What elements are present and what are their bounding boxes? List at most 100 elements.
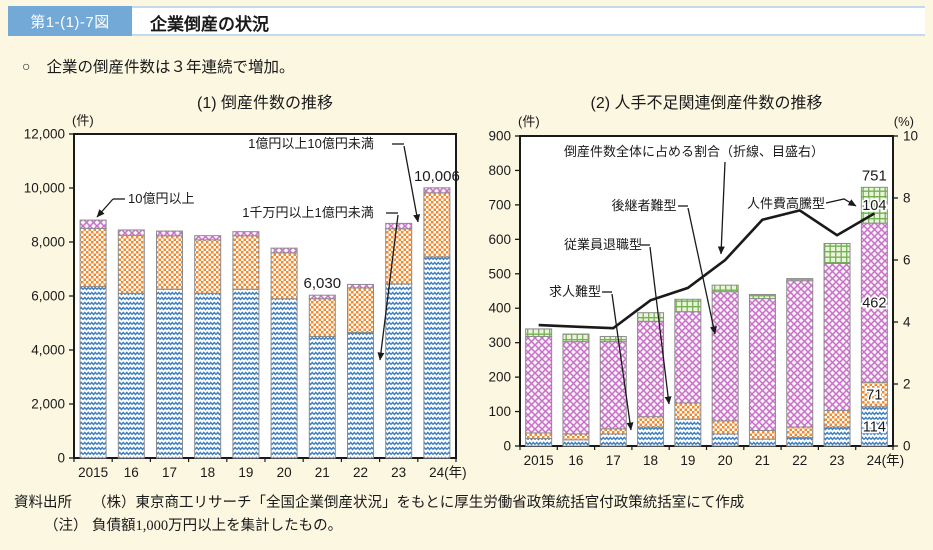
page-title: 企業倒産の状況 [150,15,269,34]
bar-segment [637,312,665,322]
bar-segment [270,252,298,300]
bar-segment [860,381,888,408]
bar-segment [711,291,739,422]
bar-value-label: 114 [863,419,886,435]
bar-segment [194,235,222,241]
annotation-kyujin: 求人難型 [549,284,601,299]
x-tick-label: 17 [162,465,177,480]
bar-segment [674,311,702,404]
x-tick-label: 21 [315,465,330,480]
bar-segment [117,234,145,294]
y-tick-label-left: 300 [488,335,511,350]
bar-segment [156,235,183,290]
x-tick-label: 20 [277,465,292,480]
bar-segment [385,283,413,459]
chart-labor-shortage-bankruptcy-trend: (2) 人手不足関連倒産件数の推移 (件) (%) 0 100 200 300 400 500 6… [472,86,929,491]
bar-segment [347,283,374,289]
bar-segment [748,430,776,440]
bar-segment [270,247,298,254]
bar-series [79,187,451,459]
bar-segment [637,320,665,418]
axis-unit-left: (件) [518,114,540,129]
annotation-arrow [96,198,114,218]
bar-segment [786,436,814,447]
y-tick-label-left: 600 [488,232,511,247]
bar-segment [599,341,627,430]
figure-number-badge: 第1-(1)-7図 [8,6,132,36]
footer: 資料出所 （株）東京商工リサーチ「全国企業倒産状況」をもとに厚生労働省政策統括官… [0,491,933,537]
x-tick-label: 24(年) [867,453,905,468]
y-tick-label-left: 200 [488,370,511,385]
note-text: 負債額1,000万円以上を集計したもの。 [92,518,343,534]
bar-segment [385,228,413,285]
bar-segment [674,418,702,447]
bar-segment [525,432,553,439]
x-tick-label: 22 [792,453,807,468]
bar-segment [117,292,145,459]
y-tick-label: 6,000 [31,289,65,304]
bar-segment [308,336,336,459]
bar-segment [347,331,374,459]
annotation-line-share: 倒産件数全体に占める割合（折線、目盛右） [564,144,824,159]
x-tick-label: 19 [238,465,253,480]
bar-segment [711,420,739,435]
y-tick-label-right: 4 [903,315,911,330]
axis-unit-right: (%) [894,114,914,129]
bar-segment [562,439,590,447]
annotation-arrow [649,246,672,405]
y-tick-label-right: 8 [903,191,911,206]
annotation-arrow [403,145,421,223]
bar-segment [748,293,776,300]
y-tick-label-left: 100 [488,404,511,419]
annotation-kokeisha: 後継者難型 [611,198,676,213]
bar-segment [637,426,665,447]
bar-segment [599,428,627,435]
x-tick-label: 23 [391,465,406,480]
bar-segment [423,187,451,194]
x-tick-label: 23 [830,453,845,468]
bullet-circle-icon: ○ [22,58,31,74]
chart-title: (1) 倒産件数の推移 [197,94,333,112]
bar-segment [156,230,183,237]
bar-segment [232,288,260,459]
bar-segment [423,256,451,459]
bar-segment [748,298,776,431]
annotation-10oku: 10億円以上 [128,191,194,206]
bar-value-label: 6,030 [304,275,342,292]
y-tick-label-left: 700 [488,197,511,212]
x-tick-label: 16 [568,453,583,468]
bar-segment [562,333,590,343]
y-tick-label: 4,000 [31,343,65,358]
bar-segment [786,278,814,282]
bar-segment [117,229,145,236]
figure-number: 第1-(1)-7図 [30,13,110,31]
bar-series [525,186,888,447]
bar-value-label: 10,006 [414,168,460,185]
x-tick-label: 16 [124,465,139,480]
bar-segment [786,426,814,438]
y-tick-label-right: 0 [903,439,911,454]
y-tick-label-left: 900 [488,129,511,144]
bar-segment [79,228,107,288]
chart-bankruptcy-count-trend: (1) 倒産件数の推移 (件) 0 2,000 4,000 6,000 8,000 10,00… [6,86,467,491]
y-tick-label: 8,000 [31,235,65,250]
bar-segment [347,287,374,333]
y-tick-label-left: 0 [503,439,511,454]
bar-segment [79,286,107,459]
x-tick-label: 19 [680,453,695,468]
bar-segment [674,402,702,420]
y-tick-label-right: 6 [903,253,911,268]
axis-unit-left: (件) [72,113,94,128]
bar-segment [525,437,553,447]
bar-value-label: 71 [866,388,882,404]
x-tick-label: 2015 [524,453,554,468]
y-tick-label-left: 400 [488,301,511,316]
x-tick-label: 17 [606,453,621,468]
bar-segment [711,433,739,447]
chart-labor-shortage-svg: (2) 人手不足関連倒産件数の推移(件) (%)01002003004005006… [488,94,918,468]
y-tick-label-right: 10 [903,129,918,144]
bar-segment [308,294,336,300]
y-tick-label: 0 [57,451,65,466]
bar-value-label: 104 [862,198,886,214]
